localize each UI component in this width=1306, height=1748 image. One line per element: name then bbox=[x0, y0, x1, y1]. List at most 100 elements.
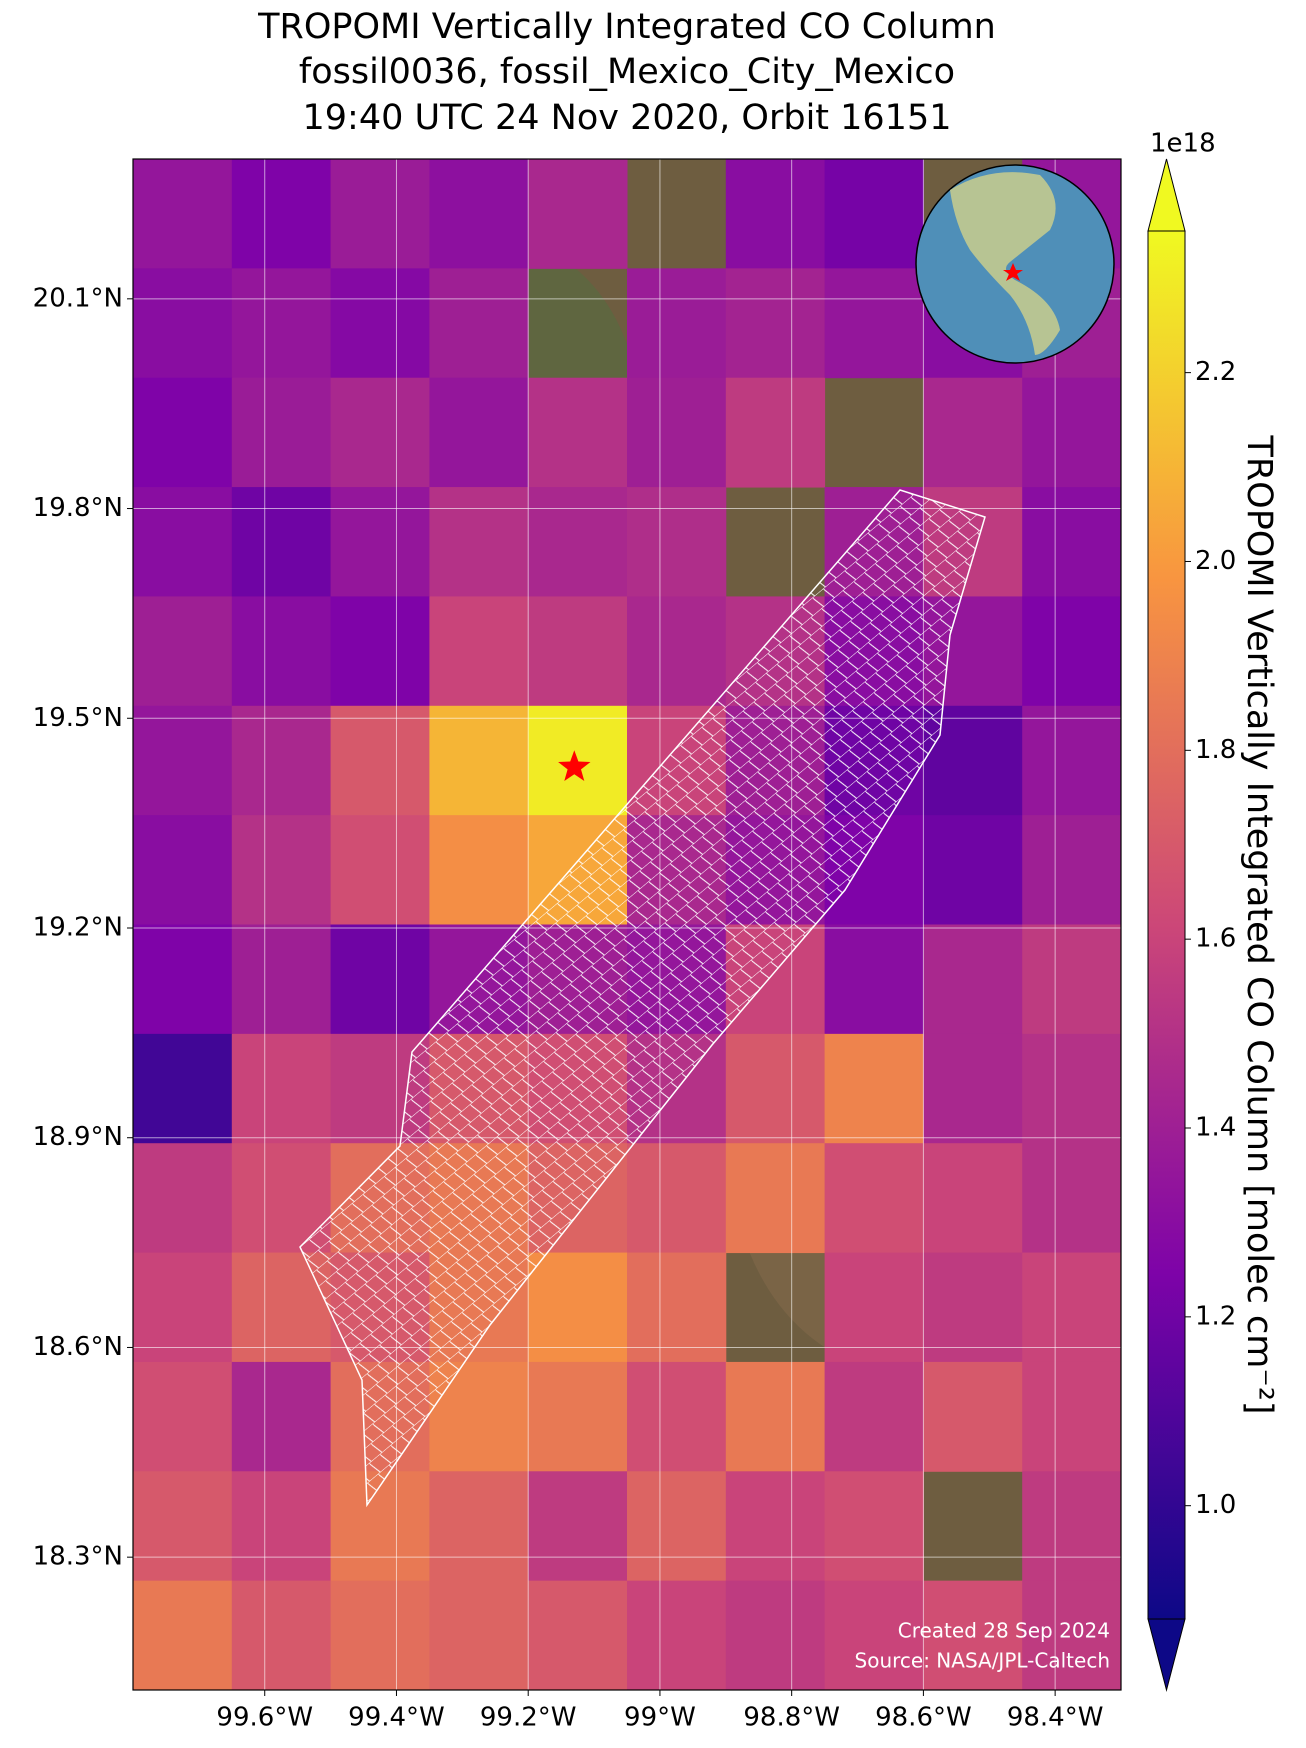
grid-cell bbox=[330, 487, 430, 597]
grid-cell bbox=[1022, 705, 1121, 816]
grid-cell bbox=[133, 1033, 233, 1144]
credit: Created 28 Sep 2024 bbox=[898, 1619, 1110, 1643]
grid-cell bbox=[923, 1580, 1023, 1690]
grid-cell bbox=[627, 268, 727, 379]
grid-cell bbox=[627, 596, 727, 707]
grid-cell bbox=[429, 487, 529, 597]
grid-cell bbox=[528, 159, 628, 269]
title-line: 19:40 UTC 24 Nov 2020, Orbit 16151 bbox=[303, 98, 952, 138]
grid-cell bbox=[923, 815, 1023, 925]
grid-cell bbox=[528, 1471, 628, 1582]
grid-cell bbox=[528, 1580, 628, 1690]
grid-cell bbox=[627, 1361, 727, 1472]
y-tick-label: 18.3°N bbox=[33, 1542, 123, 1572]
grid-cell bbox=[429, 1580, 529, 1690]
grid-cell bbox=[923, 1361, 1023, 1472]
y-tick-label: 20.1°N bbox=[33, 283, 123, 313]
grid-cell bbox=[330, 924, 430, 1035]
grid-cell bbox=[1022, 1252, 1121, 1363]
grid-cell bbox=[429, 268, 529, 379]
grid-cell bbox=[627, 1580, 727, 1690]
grid-cell bbox=[231, 705, 332, 816]
grid-cell bbox=[231, 924, 332, 1035]
grid-cell bbox=[1022, 1580, 1121, 1690]
colorbar-tick-label: 2.0 bbox=[1195, 546, 1236, 576]
grid-cell bbox=[133, 705, 233, 816]
grid-cell bbox=[330, 377, 430, 488]
grid-cell bbox=[429, 596, 529, 707]
grid-cell bbox=[824, 268, 924, 379]
colorbar-extend-top bbox=[1147, 158, 1186, 232]
grid-cell bbox=[231, 1361, 332, 1472]
y-tick-label: 19.2°N bbox=[33, 912, 123, 942]
credit: Source: NASA/JPL-Caltech bbox=[855, 1649, 1110, 1673]
grid-cell bbox=[133, 596, 233, 707]
grid-cell bbox=[133, 924, 233, 1035]
grid-cell bbox=[725, 1033, 826, 1144]
colorbar-tick-label: 1.8 bbox=[1195, 735, 1236, 765]
grid-cell bbox=[330, 1580, 430, 1690]
grid-cell bbox=[528, 1252, 628, 1363]
grid-cell bbox=[725, 1143, 826, 1254]
grid-cell bbox=[923, 377, 1023, 488]
target-footprint bbox=[299, 489, 986, 1508]
colorbar-label: TROPOMI Vertically Integrated CO Column … bbox=[1239, 434, 1279, 1414]
grid-cell bbox=[824, 1143, 924, 1254]
grid-cell bbox=[330, 815, 430, 925]
grid-cell bbox=[528, 487, 628, 597]
grid-cell bbox=[528, 596, 628, 707]
grid-cell bbox=[824, 1361, 924, 1472]
map-frame bbox=[132, 158, 1122, 1691]
grid-cell bbox=[923, 924, 1023, 1035]
grid-cell bbox=[1022, 1361, 1121, 1472]
grid-cell bbox=[429, 705, 529, 816]
x-tick-label: 98.4°W bbox=[1007, 1703, 1104, 1733]
grid-cell bbox=[231, 487, 332, 597]
grid-cell bbox=[824, 159, 924, 269]
grid-cell bbox=[627, 1143, 727, 1254]
grid-cell bbox=[133, 159, 233, 269]
grid-cell bbox=[1022, 1471, 1121, 1582]
grid-cell bbox=[1022, 377, 1121, 488]
grid-cell bbox=[231, 596, 332, 707]
grid-cell bbox=[429, 159, 529, 269]
grid-cell bbox=[824, 1471, 924, 1582]
continent bbox=[950, 172, 1060, 355]
x-tick-label: 98.8°W bbox=[743, 1703, 840, 1733]
x-tick-label: 99°W bbox=[624, 1703, 696, 1733]
colorbar-tick-label: 2.2 bbox=[1195, 357, 1236, 387]
grid-cell bbox=[330, 159, 430, 269]
x-tick-label: 99.2°W bbox=[480, 1703, 577, 1733]
x-tick-label: 99.6°W bbox=[216, 1703, 313, 1733]
grid-cell bbox=[133, 815, 233, 925]
grid-cell bbox=[133, 1580, 233, 1690]
grid-cell bbox=[923, 1143, 1023, 1254]
x-tick-label: 98.6°W bbox=[875, 1703, 972, 1733]
grid-cell bbox=[231, 1471, 332, 1582]
grid-cell bbox=[824, 1580, 924, 1690]
colorbar-tick-label: 1.0 bbox=[1195, 1490, 1236, 1520]
grid-cell bbox=[528, 377, 628, 488]
grid-cell bbox=[429, 377, 529, 488]
grid-cell bbox=[133, 377, 233, 488]
grid-cell bbox=[133, 1361, 233, 1472]
globe-marker bbox=[1003, 263, 1023, 281]
title-line: fossil0036, fossil_Mexico_City_Mexico bbox=[299, 52, 955, 92]
grid-cell bbox=[133, 268, 233, 379]
colorbar-frame bbox=[1147, 230, 1186, 1620]
colorbar-tick-label: 1.2 bbox=[1195, 1301, 1236, 1331]
grid-cell bbox=[627, 1252, 727, 1363]
grid-cell bbox=[824, 924, 924, 1035]
grid-cell bbox=[231, 1033, 332, 1144]
y-tick-label: 19.5°N bbox=[33, 703, 123, 733]
grid-cell bbox=[1022, 815, 1121, 925]
y-tick-label: 18.9°N bbox=[33, 1122, 123, 1152]
grid-cell bbox=[429, 815, 529, 925]
y-tick-label: 19.8°N bbox=[33, 493, 123, 523]
grid-cell bbox=[824, 1033, 924, 1144]
grid-cell bbox=[725, 377, 826, 488]
grid-cell bbox=[231, 377, 332, 488]
grid-cell bbox=[429, 1471, 529, 1582]
grid-cell bbox=[1022, 487, 1121, 597]
